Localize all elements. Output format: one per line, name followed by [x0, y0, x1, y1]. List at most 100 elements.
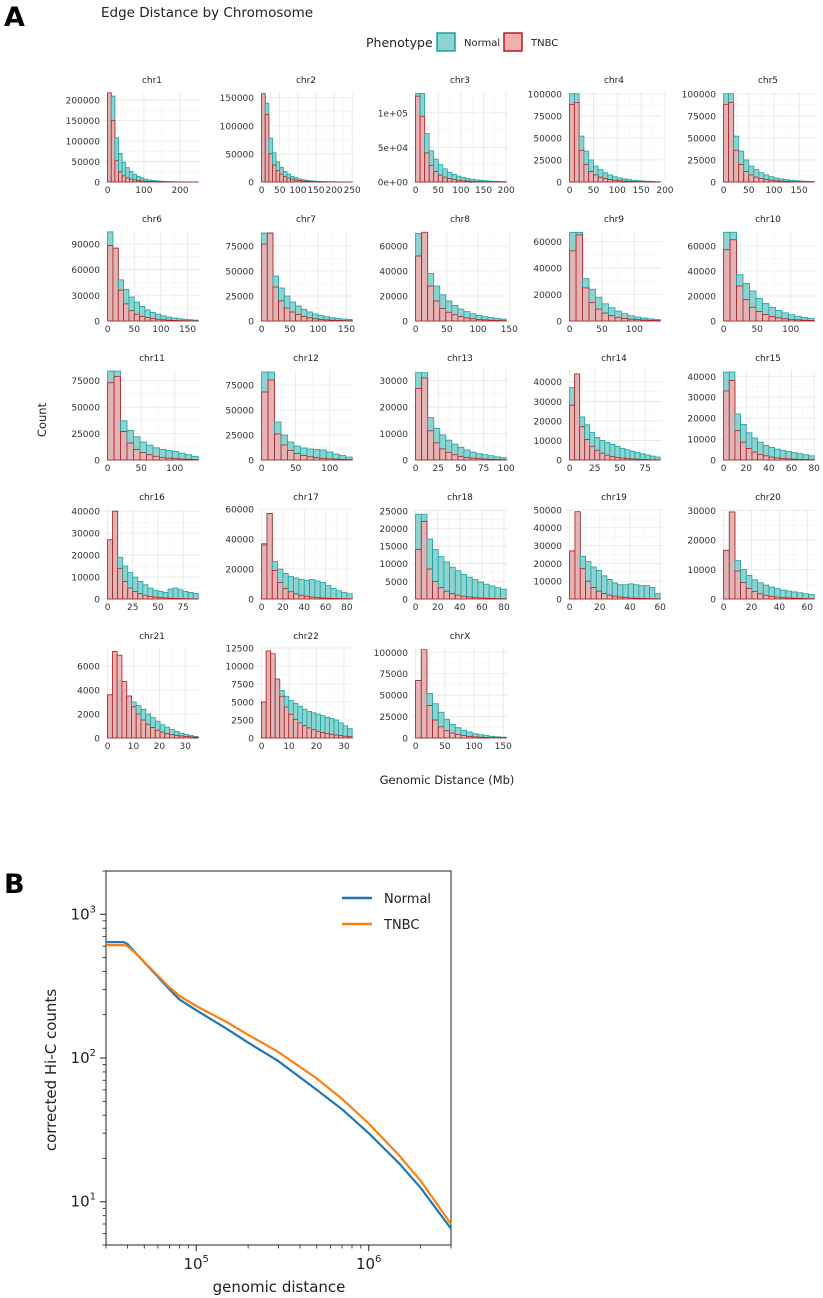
bar-normal-chr16 [187, 592, 194, 600]
bar-tnbc-chr21 [121, 681, 128, 739]
phenotype-legend: Phenotype Normal TNBC [366, 32, 558, 52]
y-tick-label-10: 101 [71, 1192, 96, 1211]
bar-tnbc-chr13 [475, 458, 483, 461]
bar-tnbc-chr10 [787, 318, 796, 322]
bar-tnbc-chr18 [420, 520, 428, 600]
bar-tnbc-chr13 [487, 458, 495, 461]
bar-tnbc-chr16 [142, 594, 149, 600]
y-tick-label-chr1: 0 [94, 179, 100, 189]
x-tick-label-chr17: 80 [341, 603, 353, 613]
x-tick-label-chr19: 40 [624, 603, 636, 613]
bar-tnbc-chr7 [334, 320, 342, 322]
bar-tnbc-chrX [420, 649, 428, 739]
bar-tnbc-chr19 [606, 594, 613, 600]
bar-tnbc-chr8 [457, 316, 465, 322]
y-tick-label-chr18: 15000 [379, 543, 408, 553]
y-tick-label-chr18: 0 [402, 596, 408, 606]
bar-tnbc-chr20 [751, 591, 758, 600]
bar-tnbc-chr5 [758, 178, 765, 183]
bar-tnbc-chr7 [312, 318, 319, 322]
bar-tnbc-chr14 [579, 426, 586, 461]
y-tick-label-chr19: 0 [556, 596, 562, 606]
x-tick-label-chr19: 60 [654, 603, 666, 613]
bar-tnbc-chr20 [723, 549, 730, 600]
facet-title-chr9: chr9 [604, 215, 624, 225]
bar-tnbc-chr5 [763, 179, 770, 183]
bar-tnbc-chr9 [575, 234, 583, 322]
y-tick-label-chr14: 0 [556, 457, 562, 467]
bar-tnbc-chr19 [611, 595, 618, 600]
bar-tnbc-chr5 [733, 149, 740, 183]
bar-tnbc-chr3 [460, 180, 466, 183]
y-tick-label-chr9: 20000 [533, 291, 562, 301]
bar-normal-chr17 [319, 582, 326, 600]
bar-tnbc-chr16 [152, 596, 159, 600]
bar-tnbc-chr19 [579, 568, 587, 600]
bar-tnbc-chr15 [734, 430, 742, 461]
bar-tnbc-chr13 [445, 451, 453, 461]
bar-tnbc-chrX [443, 730, 450, 739]
bar-tnbc-chr8 [445, 311, 453, 322]
y-tick-label-chr22: 2500 [231, 717, 254, 727]
bar-tnbc-chr17 [287, 591, 294, 600]
bar-tnbc-chr12 [338, 458, 347, 461]
bar-tnbc-chr10 [774, 317, 783, 322]
bar-tnbc-chr22 [279, 695, 285, 739]
bar-normal-chr17 [330, 588, 337, 600]
y-tick-label-chr9: 60000 [533, 238, 562, 248]
x-tick-label-chrX: 100 [465, 742, 482, 752]
y-tick-label-chr16: 10000 [71, 574, 100, 584]
y-tick-label-chr2: 50000 [225, 150, 254, 160]
bar-tnbc-chr10 [800, 319, 809, 322]
bar-tnbc-chr7 [300, 316, 308, 322]
y-tick-label-chr9: 40000 [533, 265, 562, 275]
bar-tnbc-chr11 [171, 458, 180, 461]
x-tick-label-chr22: 20 [311, 742, 323, 752]
panel-b-x-axis-label: genomic distance [213, 1278, 346, 1296]
y-tick-label-chr10: 60000 [687, 243, 716, 253]
x-tick-label-chr12: 50 [290, 464, 302, 474]
bar-tnbc-chr18 [426, 568, 434, 600]
x-tick-label-chr22: 30 [338, 742, 350, 752]
facet-chr21: chr21 0 2000 4000 6000 0 10 20 30 [77, 632, 200, 752]
bar-tnbc-chr1 [136, 180, 141, 183]
x-tick-label-chr6: 150 [179, 325, 196, 335]
bar-tnbc-chr22 [333, 734, 340, 739]
y-tick-label-chr18: 20000 [379, 525, 408, 535]
bar-tnbc-chr12 [319, 457, 327, 461]
bar-normal-chr20 [802, 593, 809, 600]
x-tick-label-chr15: 60 [786, 464, 798, 474]
bar-tnbc-chr6 [123, 303, 130, 322]
bar-tnbc-chr16 [127, 587, 134, 600]
bar-tnbc-chr5 [728, 102, 735, 183]
x-tick-label-chr7: 100 [310, 325, 327, 335]
panel-b-y-axis-label: corrected Hi-C counts [42, 989, 60, 1151]
facet-title-chrX: chrX [450, 632, 471, 642]
facet-title-chr3: chr3 [450, 76, 470, 86]
y-tick-label-chr13: 30000 [379, 377, 408, 387]
bar-tnbc-chr15 [779, 458, 787, 461]
bar-tnbc-chr7 [289, 311, 296, 322]
y-tick-label-chr1: 100000 [66, 138, 101, 148]
bar-tnbc-chr11 [113, 375, 121, 461]
y-tick-label-chr5: 25000 [687, 156, 716, 166]
bar-tnbc-chr15 [723, 390, 730, 461]
y-tick-label-100: 102 [71, 1048, 96, 1067]
bar-tnbc-chr10 [742, 299, 750, 322]
bar-tnbc-chr14 [569, 404, 576, 461]
bar-tnbc-chr11 [158, 456, 167, 461]
x-tick-label-chr21: 10 [128, 742, 140, 752]
bar-tnbc-chr15 [740, 441, 747, 461]
bar-normal-chr19 [627, 583, 634, 600]
bar-tnbc-chr20 [745, 587, 753, 600]
x-tick-label-chr6: 100 [152, 325, 169, 335]
bar-tnbc-chr7 [278, 300, 285, 322]
bar-tnbc-chr1 [143, 180, 148, 183]
bar-tnbc-chr15 [751, 451, 758, 461]
bar-tnbc-chr8 [421, 231, 429, 322]
bar-tnbc-chr6 [160, 319, 167, 322]
x-tick-label-chr21: 0 [105, 742, 111, 752]
x-tick-label-chr13: 100 [498, 464, 515, 474]
bar-tnbc-chr18 [477, 597, 484, 600]
bar-tnbc-chr16 [137, 593, 144, 600]
